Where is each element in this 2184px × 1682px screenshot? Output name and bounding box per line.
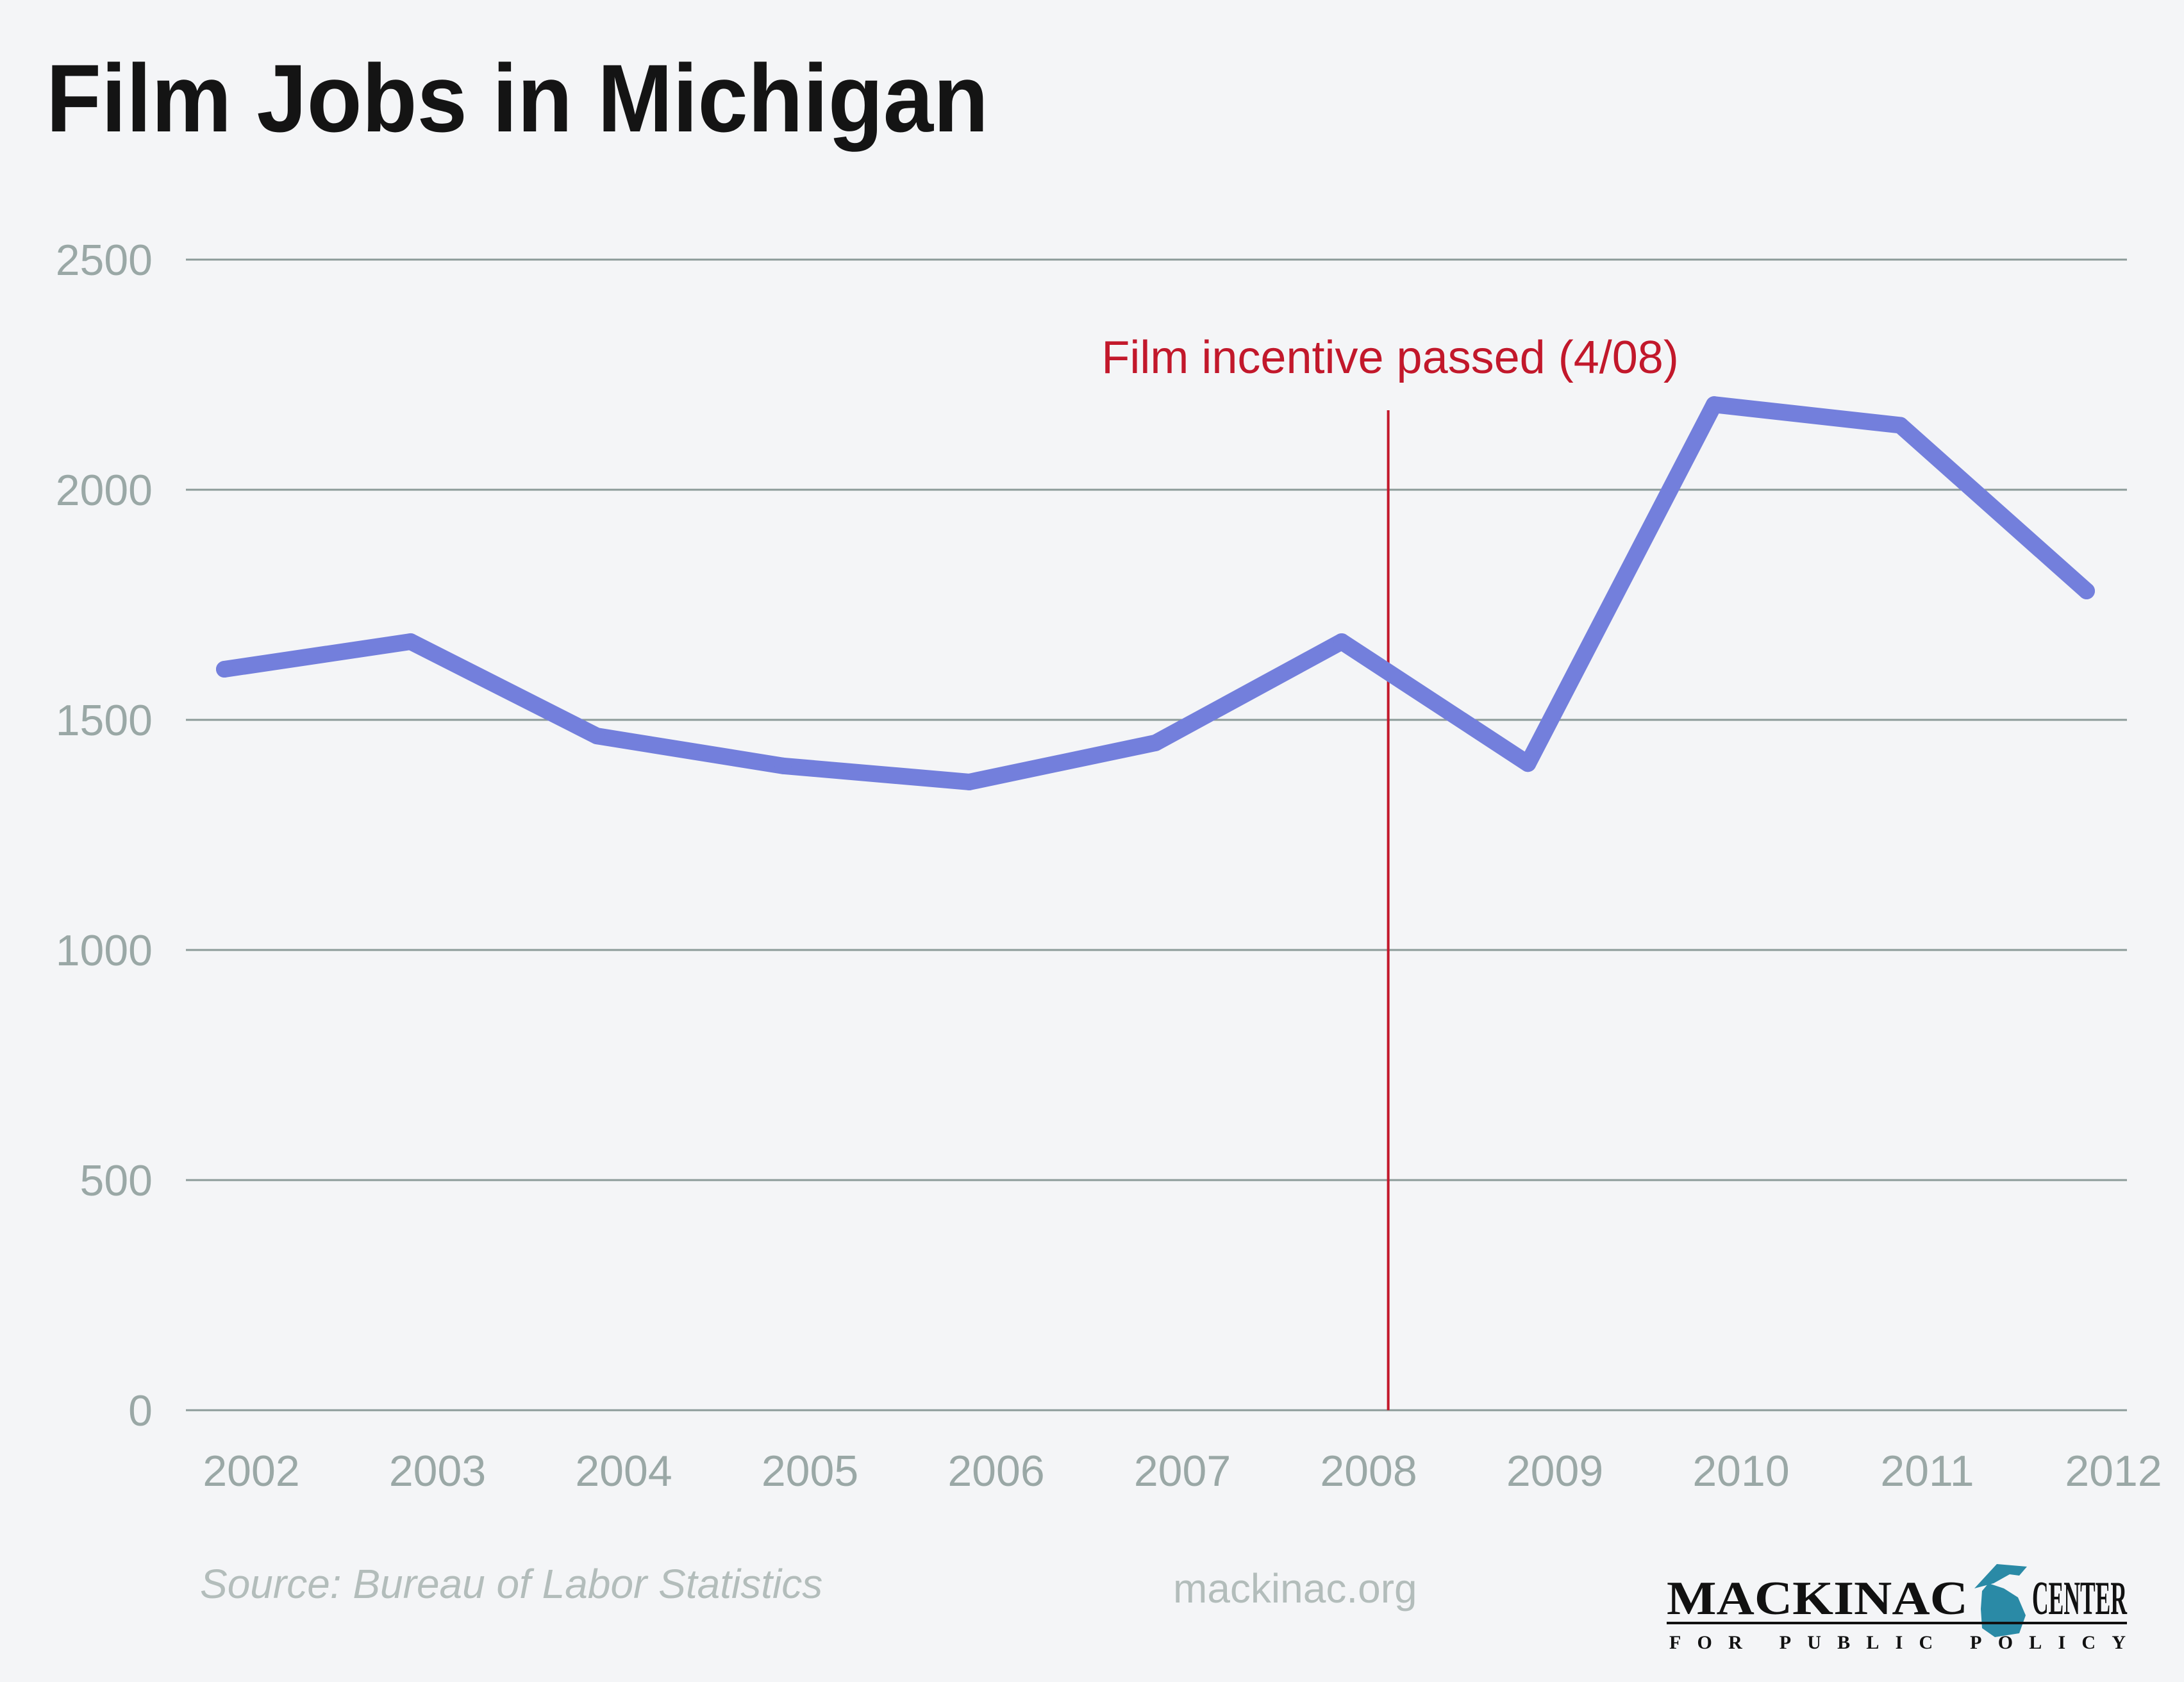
x-tick-label: 2004 — [575, 1447, 672, 1495]
source-note: Source: Bureau of Labor Statistics — [200, 1561, 822, 1607]
data-point — [1333, 633, 1350, 650]
logo-tagline: FOR PUBLIC POLICY — [1669, 1632, 2126, 1653]
data-point — [961, 773, 978, 790]
x-axis-ticks: 2002 2003 2004 2005 2006 2007 2008 2009 2010 2011… — [203, 1447, 2162, 1495]
y-tick-label: 0 — [128, 1386, 153, 1435]
x-tick-label: 2012 — [2065, 1447, 2162, 1495]
y-tick-label: 1000 — [56, 926, 153, 975]
x-tick-label: 2003 — [389, 1447, 486, 1495]
data-point — [402, 633, 419, 650]
x-tick-label: 2009 — [1506, 1447, 1603, 1495]
x-tick-label: 2008 — [1320, 1447, 1417, 1495]
data-point — [2078, 582, 2095, 599]
y-tick-label: 500 — [80, 1156, 153, 1205]
x-tick-label: 2002 — [203, 1447, 299, 1495]
data-point — [216, 661, 233, 678]
data-point — [774, 757, 792, 774]
michigan-map-icon — [1974, 1564, 2027, 1637]
site-url: mackinac.org — [1173, 1565, 1417, 1611]
y-axis-ticks: 0 500 1000 1500 2000 2500 — [56, 236, 153, 1435]
x-tick-label: 2007 — [1134, 1447, 1231, 1495]
data-point — [588, 728, 605, 745]
x-tick-label: 2005 — [762, 1447, 858, 1495]
data-point — [1519, 755, 1537, 772]
annotation-label: Film incentive passed (4/08) — [1101, 332, 1678, 383]
x-tick-label: 2010 — [1692, 1447, 1789, 1495]
x-tick-label: 2011 — [1880, 1447, 1974, 1495]
data-point — [1892, 417, 1909, 434]
series-film-jobs — [216, 396, 2095, 790]
data-point — [1706, 396, 1722, 413]
y-tick-label: 1500 — [56, 696, 153, 745]
gridlines — [186, 258, 2127, 1411]
y-tick-label: 2000 — [56, 466, 153, 515]
logo-wordmark-left: MACKINAC — [1667, 1572, 1968, 1625]
series-line — [216, 396, 2095, 790]
y-tick-label: 2500 — [56, 236, 153, 285]
logo-wordmark-right: CENTER — [2032, 1572, 2128, 1625]
x-tick-label: 2006 — [947, 1447, 1044, 1495]
data-point — [1147, 734, 1164, 751]
chart-title: Film Jobs in Michigan — [46, 44, 988, 152]
mackinac-logo: MACKINAC CENTER FOR PUBLIC POLICY — [1667, 1564, 2128, 1653]
